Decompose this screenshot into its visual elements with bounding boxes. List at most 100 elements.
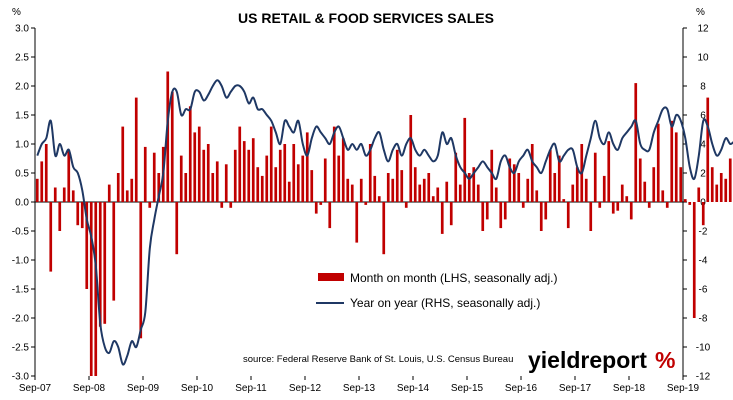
- bar: [539, 202, 543, 231]
- bar: [40, 161, 44, 202]
- x-tick-label: Sep-15: [451, 383, 484, 394]
- x-tick-label: Sep-19: [667, 383, 700, 394]
- bar: [35, 178, 39, 202]
- bar: [400, 170, 404, 202]
- bar: [134, 97, 138, 202]
- bar: [481, 202, 485, 231]
- brand-logo: yieldreport %: [528, 347, 675, 373]
- bar: [485, 202, 489, 220]
- bar: [157, 173, 161, 202]
- x-tick-label: Sep-13: [343, 383, 376, 394]
- x-tick-label: Sep-12: [289, 383, 322, 394]
- bar: [472, 167, 476, 202]
- bar: [215, 161, 219, 202]
- bar: [170, 91, 174, 202]
- left-tick-label: 2.0: [15, 82, 29, 93]
- bar: [490, 149, 494, 202]
- x-tick-label: Sep-17: [559, 383, 592, 394]
- left-tick-label: -2.0: [12, 314, 30, 325]
- bar: [197, 126, 201, 202]
- bar: [670, 120, 674, 202]
- x-tick-label: Sep-11: [235, 383, 267, 394]
- left-tick-label: -2.5: [12, 343, 30, 354]
- x-tick-label: Sep-14: [397, 383, 430, 394]
- x-tick-label: Sep-09: [127, 383, 160, 394]
- bar: [413, 167, 417, 202]
- bar: [76, 202, 80, 226]
- bar: [233, 149, 237, 202]
- left-tick-label: 1.5: [15, 111, 29, 122]
- bar: [562, 199, 566, 202]
- bar: [260, 175, 264, 202]
- x-tick-label: Sep-10: [181, 383, 214, 394]
- left-tick-label: 1.0: [15, 140, 29, 151]
- bar: [332, 126, 336, 202]
- right-tick-label: -10: [696, 343, 711, 354]
- bar: [229, 202, 233, 208]
- bar: [283, 144, 287, 202]
- chart-title: US RETAIL & FOOD SERVICES SALES: [238, 10, 494, 26]
- bar: [265, 155, 269, 202]
- bar: [530, 144, 534, 202]
- bar: [94, 202, 98, 376]
- bar: [436, 187, 440, 202]
- bar: [557, 155, 561, 202]
- bar: [386, 173, 390, 202]
- bar: [463, 117, 467, 202]
- bar: [418, 184, 422, 202]
- bar: [314, 202, 318, 214]
- bar: [652, 167, 656, 202]
- bar: [647, 202, 651, 208]
- bar: [211, 173, 215, 202]
- bar: [80, 202, 84, 229]
- bar: [404, 202, 408, 208]
- bar: [107, 184, 111, 202]
- brand-percent-icon: %: [655, 347, 675, 373]
- bar: [553, 173, 557, 202]
- bar: [71, 190, 75, 202]
- bar: [278, 149, 282, 202]
- bar: [508, 158, 512, 202]
- right-tick-label: -4: [699, 256, 708, 267]
- legend-label-bars: Month on month (LHS, seasonally adj.): [350, 271, 557, 285]
- bar: [566, 202, 570, 229]
- bar: [188, 106, 192, 202]
- bar: [692, 202, 696, 318]
- right-tick-label: 2: [700, 169, 706, 180]
- bar: [125, 190, 129, 202]
- left-tick-label: -1.5: [12, 285, 30, 296]
- bar: [494, 187, 498, 202]
- right-tick-label: 10: [697, 53, 709, 64]
- bar: [337, 155, 341, 202]
- bar: [242, 141, 246, 202]
- line-series: [36, 79, 733, 366]
- bar: [422, 178, 426, 202]
- bar: [256, 167, 260, 202]
- bar: [382, 202, 386, 255]
- right-tick-label: -8: [699, 314, 708, 325]
- bar: [112, 202, 116, 301]
- bar: [305, 132, 309, 202]
- bar: [67, 149, 71, 202]
- bar: [49, 202, 53, 272]
- x-tick-label: Sep-16: [505, 383, 538, 394]
- bar: [116, 173, 120, 202]
- right-tick-label: 6: [700, 111, 706, 122]
- bar: [166, 71, 170, 202]
- bar: [611, 202, 615, 214]
- bar: [346, 178, 350, 202]
- axes: 3.0 2.5 2.0 1.5 1.0 0.5 0.0 -0.5 -1.0 -1.5 -2.0 -2.…: [12, 24, 711, 395]
- bar: [98, 202, 102, 327]
- yoy-line: [36, 79, 733, 366]
- bar: [521, 202, 525, 208]
- bar: [359, 178, 363, 202]
- x-tick-label: Sep-07: [19, 383, 52, 394]
- right-tick-label: -6: [699, 285, 708, 296]
- left-axis-unit: %: [12, 7, 21, 18]
- bar: [683, 199, 687, 202]
- bar: [593, 152, 597, 202]
- bar: [629, 202, 633, 220]
- bar: [121, 126, 125, 202]
- bar: [341, 138, 345, 202]
